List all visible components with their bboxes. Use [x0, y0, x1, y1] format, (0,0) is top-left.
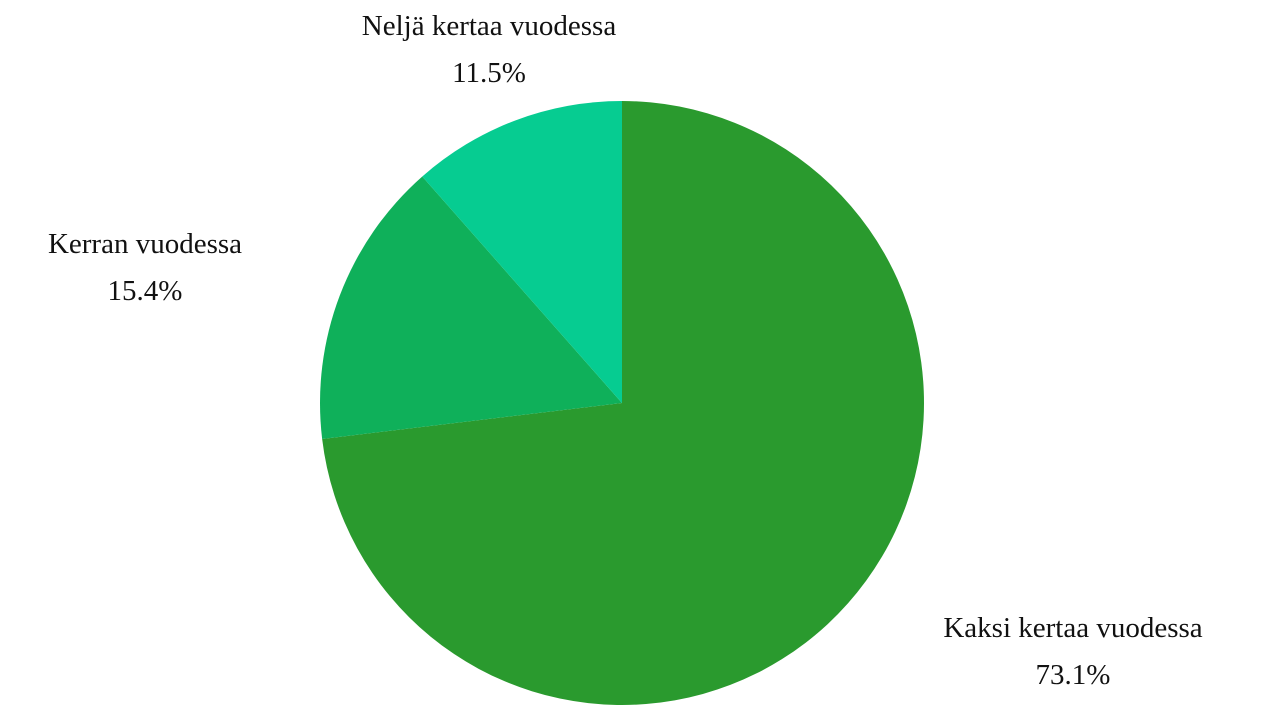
slice-value-label: 15.4% [108, 275, 183, 307]
slice-category-label: Kerran vuodessa [48, 228, 242, 260]
pie-slices [320, 101, 925, 705]
slice-value-label: 11.5% [452, 57, 526, 89]
slice-category-label: Kaksi kertaa vuodessa [943, 612, 1202, 644]
pie-slice-1 [322, 101, 925, 705]
slice-labels: Kaksi kertaa vuodessa 73.1% Kerran vuodess… [48, 10, 1203, 691]
pie-slice-3 [422, 101, 622, 403]
slice-value-label: 73.1% [1036, 659, 1111, 691]
slice-category-label: Neljä kertaa vuodessa [362, 10, 617, 42]
pie-slice-2 [320, 176, 622, 439]
